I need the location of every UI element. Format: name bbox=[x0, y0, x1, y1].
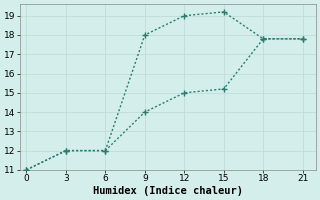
X-axis label: Humidex (Indice chaleur): Humidex (Indice chaleur) bbox=[93, 186, 243, 196]
